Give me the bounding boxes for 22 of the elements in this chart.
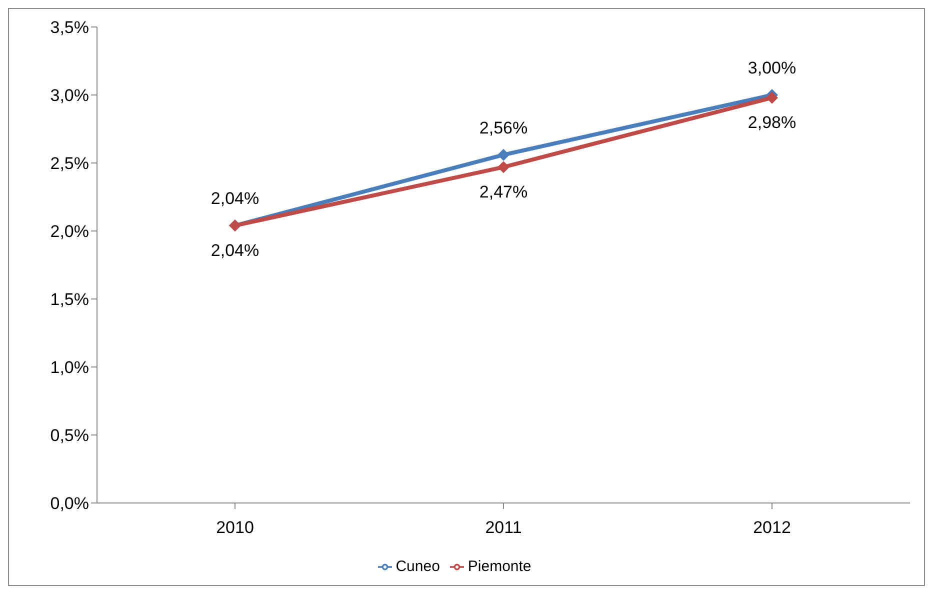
y-tick-label: 2,0%	[50, 222, 89, 242]
y-tick-label: 0,0%	[50, 494, 89, 514]
y-tick-label: 1,5%	[50, 290, 89, 310]
y-tick-label: 3,0%	[50, 86, 89, 106]
data-label: 3,00%	[748, 58, 796, 78]
legend-label: Cuneo	[396, 558, 440, 575]
point	[766, 92, 778, 104]
data-label: 2,04%	[210, 189, 260, 208]
x-tick-label: 2012	[753, 518, 791, 538]
y-tick-label: 1,0%	[50, 358, 89, 378]
x-tick-label: 2011	[485, 518, 522, 538]
y-tick-label: 3,5%	[50, 18, 89, 38]
data-label: 2,04%	[210, 241, 260, 260]
legend-label: Piemonte	[468, 558, 532, 575]
y-tick-label: 2,5%	[50, 154, 89, 174]
point	[498, 161, 510, 174]
data-label: 2,98%	[748, 113, 796, 132]
x-tick-label: 2010	[216, 518, 254, 538]
y-tick-label: 0,5%	[50, 426, 89, 446]
point	[498, 148, 510, 161]
data-label: 2,47%	[479, 182, 528, 202]
data-label: 2,56%	[479, 118, 528, 138]
